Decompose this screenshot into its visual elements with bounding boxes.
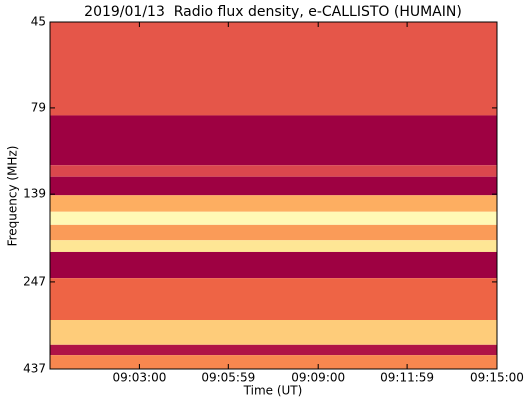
heatmap-band bbox=[50, 224, 497, 241]
heatmap-band bbox=[50, 115, 497, 166]
y-tick-label: 437 bbox=[23, 362, 46, 376]
heatmap-band bbox=[50, 22, 497, 116]
y-tick-label: 79 bbox=[31, 100, 46, 114]
heatmap-band bbox=[50, 165, 497, 177]
heatmap-band bbox=[50, 278, 497, 320]
heatmap-band bbox=[50, 355, 497, 369]
x-axis-label: Time (UT) bbox=[243, 384, 303, 398]
x-tick-label: 09:15:00 bbox=[470, 371, 524, 385]
chart-title: 2019/01/13 Radio flux density, e-CALLIST… bbox=[84, 4, 462, 20]
heatmap-band bbox=[50, 211, 497, 225]
y-tick-label: 139 bbox=[23, 187, 46, 201]
x-tick-label: 09:05:59 bbox=[201, 371, 255, 385]
y-axis-label: Frequency (MHz) bbox=[6, 146, 20, 247]
heatmap-band bbox=[50, 344, 497, 356]
heatmap-band bbox=[50, 195, 497, 212]
x-tick-label: 09:11:59 bbox=[380, 371, 434, 385]
heatmap-band bbox=[50, 176, 497, 196]
heatmap-band bbox=[50, 319, 497, 345]
axes-frame bbox=[49, 21, 498, 370]
y-tick-label: 45 bbox=[31, 15, 46, 29]
y-tick-label: 247 bbox=[23, 274, 46, 288]
x-tick-label: 09:03:00 bbox=[112, 371, 166, 385]
x-tick-label: 09:09:00 bbox=[291, 371, 345, 385]
heatmap-band bbox=[50, 240, 497, 252]
heatmap-band bbox=[50, 251, 497, 279]
plot-area bbox=[50, 22, 497, 369]
